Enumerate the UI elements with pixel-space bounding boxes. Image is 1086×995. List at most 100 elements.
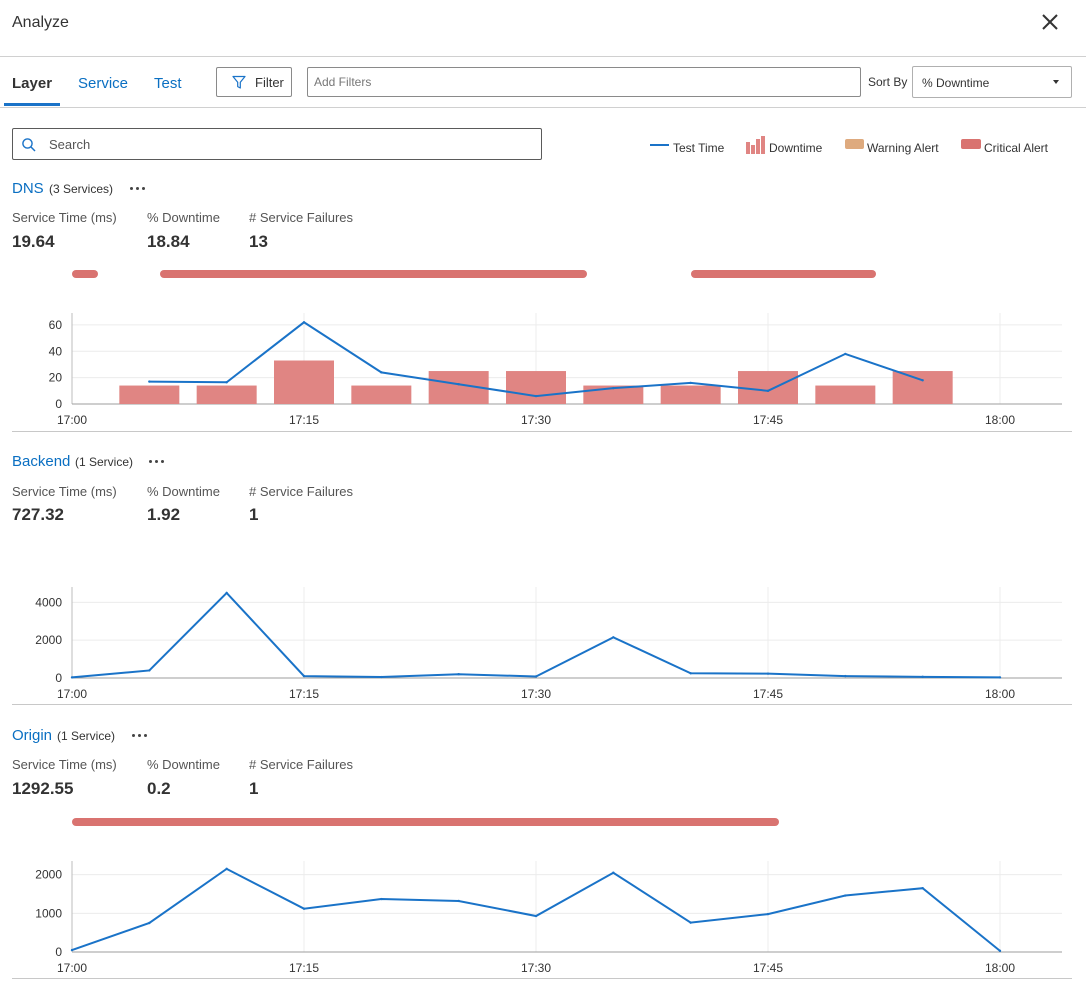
stat-value-service-time: 1292.55 xyxy=(12,779,74,798)
title-bar: Analyze xyxy=(0,0,1086,57)
y-tick-label: 0 xyxy=(55,671,62,685)
warning-swatch-icon xyxy=(845,139,864,149)
section-service-count: (1 Service) xyxy=(57,729,116,743)
bar-icon xyxy=(746,136,765,154)
stat-label-service-time: Service Time (ms) xyxy=(12,210,117,225)
test-time-point xyxy=(70,948,74,952)
test-time-point xyxy=(689,921,692,924)
test-time-point xyxy=(689,672,692,675)
close-icon xyxy=(1042,14,1058,30)
test-time-point xyxy=(921,379,924,382)
x-tick-label: 18:00 xyxy=(985,961,1015,975)
test-time-point xyxy=(921,675,924,679)
test-time-point xyxy=(148,921,151,925)
stat-label-failures: # Service Failures xyxy=(249,210,354,225)
section-name-link[interactable]: DNS xyxy=(12,180,44,197)
test-time-point xyxy=(457,673,460,676)
legend-label: Warning Alert xyxy=(867,141,939,155)
x-tick-label: 17:45 xyxy=(753,413,783,427)
test-time-point xyxy=(534,675,538,678)
test-time-point xyxy=(225,867,228,871)
x-tick-label: 17:00 xyxy=(57,413,87,427)
sort-by-dropdown[interactable]: % Downtime xyxy=(912,66,1072,98)
legend-label: Test Time xyxy=(673,141,725,155)
x-tick-label: 17:00 xyxy=(57,687,87,701)
stat-label-failures: # Service Failures xyxy=(249,484,354,499)
downtime-bar xyxy=(274,360,334,404)
stat-label-service-time: Service Time (ms) xyxy=(12,757,117,772)
stat-value-downtime: 0.2 xyxy=(147,779,171,798)
test-time-point xyxy=(844,894,847,897)
stat-value-failures: 13 xyxy=(249,232,268,251)
test-time-point xyxy=(612,871,615,874)
test-time-point xyxy=(921,887,924,890)
y-tick-label: 0 xyxy=(55,397,62,411)
downtime-bar xyxy=(506,371,566,404)
active-tab-indicator xyxy=(4,103,60,106)
search-input[interactable] xyxy=(45,132,525,156)
downtime-bar xyxy=(738,371,798,404)
filter-icon xyxy=(232,75,246,89)
x-tick-label: 17:30 xyxy=(521,961,551,975)
toolbar: Layer Service Test Filter Sort By % Down… xyxy=(0,57,1086,108)
test-time-point xyxy=(534,914,538,918)
legend-label: Critical Alert xyxy=(984,141,1049,155)
more-options-button[interactable] xyxy=(147,454,169,468)
test-time-point xyxy=(844,352,847,356)
critical-alert-bar[interactable] xyxy=(72,270,99,278)
stat-label-service-time: Service Time (ms) xyxy=(12,484,117,499)
section-name-link[interactable]: Origin xyxy=(12,727,53,744)
downtime-bar xyxy=(660,385,721,404)
stat-label-downtime: % Downtime xyxy=(147,210,220,225)
x-tick-label: 17:15 xyxy=(289,687,319,701)
x-tick-label: 17:30 xyxy=(521,413,551,427)
test-time-point xyxy=(534,394,538,398)
filter-button-label: Filter xyxy=(255,75,284,90)
close-button[interactable] xyxy=(1036,8,1064,36)
downtime-bar xyxy=(892,371,953,404)
test-time-point xyxy=(998,676,1002,679)
critical-alert-bar[interactable] xyxy=(160,270,588,278)
y-tick-label: 60 xyxy=(49,318,63,332)
caret-down-icon xyxy=(1053,80,1059,84)
critical-alert-bar[interactable] xyxy=(72,818,779,826)
legend-label: Downtime xyxy=(769,141,823,155)
line-icon xyxy=(650,144,669,146)
stat-value-downtime: 1.92 xyxy=(147,505,181,524)
more-options-button[interactable] xyxy=(128,181,150,195)
critical-alert-bar[interactable] xyxy=(690,270,877,278)
test-time-point xyxy=(998,949,1002,953)
sort-by-label: Sort By xyxy=(868,75,908,89)
test-time-point xyxy=(148,380,151,383)
y-tick-label: 2000 xyxy=(35,868,62,882)
stat-value-downtime: 18.84 xyxy=(147,232,190,251)
y-tick-label: 4000 xyxy=(35,595,62,609)
test-time-point xyxy=(380,371,383,374)
tab-layer[interactable]: Layer xyxy=(12,75,53,92)
search-icon xyxy=(22,138,36,152)
section-divider xyxy=(12,704,1072,705)
x-tick-label: 17:45 xyxy=(753,687,783,701)
dns-test-time-chart: 17:00 17:15 17:30 17:45 18:00 0 20 40 60 xyxy=(49,313,1062,427)
filter-button[interactable]: Filter xyxy=(216,67,292,97)
downtime-bar xyxy=(351,385,412,404)
x-tick-label: 17:00 xyxy=(57,961,87,975)
x-tick-label: 17:30 xyxy=(521,687,551,701)
window-title: Analyze xyxy=(12,14,69,31)
section-service-count: (3 Services) xyxy=(49,182,114,196)
y-tick-label: 40 xyxy=(49,344,63,358)
tab-test[interactable]: Test xyxy=(154,75,182,92)
downtime-bar xyxy=(119,385,180,404)
y-tick-label: 2000 xyxy=(35,633,62,647)
test-time-point xyxy=(302,321,306,324)
stat-label-failures: # Service Failures xyxy=(249,757,354,772)
tab-service[interactable]: Service xyxy=(78,75,129,92)
search-field xyxy=(12,128,542,160)
section-name-link[interactable]: Backend xyxy=(12,453,71,470)
test-time-point xyxy=(612,386,615,390)
x-tick-label: 18:00 xyxy=(985,413,1015,427)
more-options-button[interactable] xyxy=(130,728,152,742)
test-time-point xyxy=(766,912,770,916)
stat-value-service-time: 727.32 xyxy=(12,505,64,524)
add-filters-input[interactable] xyxy=(307,67,861,97)
